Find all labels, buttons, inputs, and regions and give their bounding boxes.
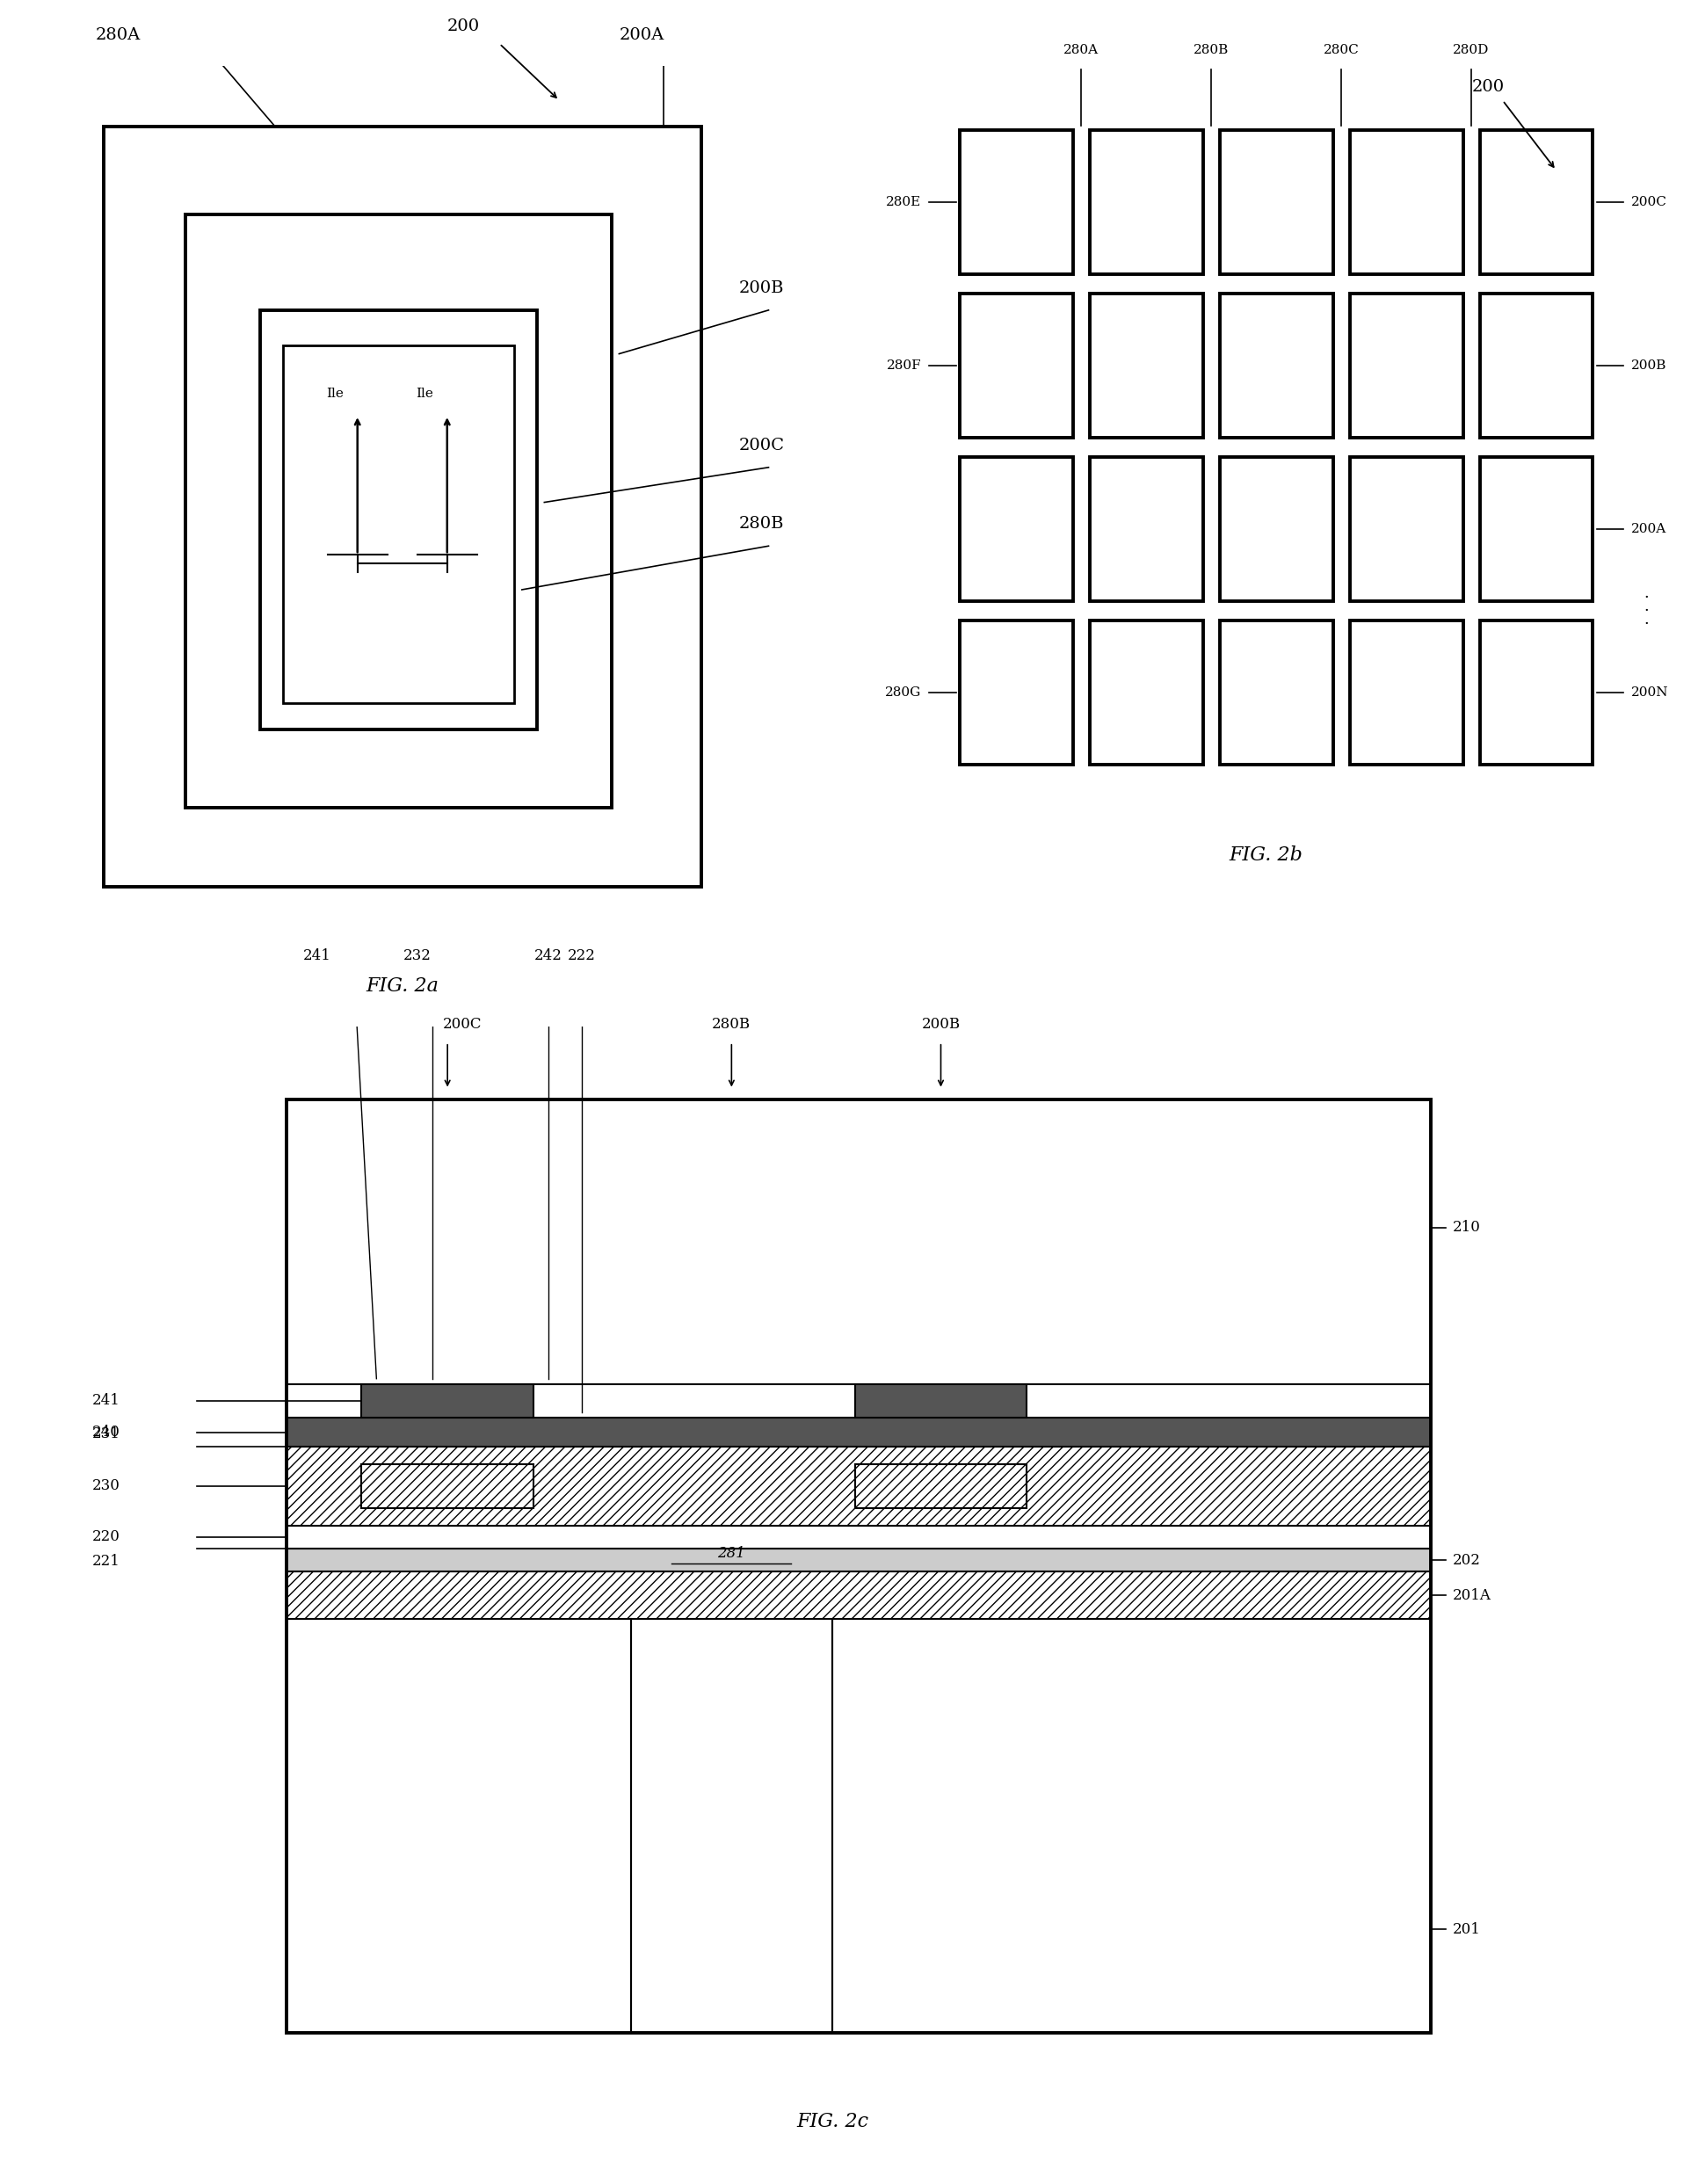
- Bar: [287, 1101, 1430, 1385]
- Bar: [282, 345, 514, 703]
- Text: FIG. 2c: FIG. 2c: [796, 2112, 868, 2132]
- Text: 240: 240: [92, 1424, 121, 1439]
- Bar: [959, 456, 1073, 601]
- Text: 241: 241: [92, 1393, 121, 1409]
- Text: 280A: 280A: [1063, 44, 1099, 57]
- Text: 200N: 200N: [1630, 686, 1667, 699]
- Bar: [1219, 293, 1333, 437]
- Bar: [1348, 131, 1462, 275]
- Text: 210: 210: [1452, 1221, 1481, 1236]
- Text: Ile: Ile: [326, 389, 343, 400]
- Bar: [1090, 620, 1202, 764]
- Bar: [287, 1618, 630, 2033]
- Bar: [1348, 456, 1462, 601]
- Bar: [1479, 131, 1593, 275]
- Text: 200: 200: [447, 17, 479, 35]
- Bar: [854, 1385, 1026, 1417]
- Text: 200B: 200B: [739, 280, 783, 297]
- Text: 220: 220: [92, 1529, 121, 1544]
- Text: 230: 230: [92, 1479, 121, 1494]
- Bar: [260, 310, 537, 729]
- Bar: [959, 620, 1073, 764]
- Text: 280A: 280A: [95, 26, 141, 44]
- Text: 200B: 200B: [920, 1018, 959, 1031]
- Text: 200C: 200C: [443, 1018, 482, 1031]
- Text: 241: 241: [302, 948, 331, 963]
- Bar: [1479, 620, 1593, 764]
- Text: 202: 202: [1452, 1553, 1481, 1568]
- Bar: [287, 1417, 1430, 1446]
- Text: 200A: 200A: [618, 26, 664, 44]
- Bar: [362, 1465, 533, 1507]
- Bar: [185, 214, 611, 808]
- Text: 280D: 280D: [1452, 44, 1489, 57]
- Bar: [1219, 131, 1333, 275]
- Bar: [287, 1572, 1430, 1618]
- Bar: [104, 127, 701, 887]
- Text: ·
·
·: · · ·: [1644, 590, 1649, 631]
- Bar: [959, 293, 1073, 437]
- Text: 280B: 280B: [1194, 44, 1228, 57]
- Text: 200A: 200A: [1630, 522, 1666, 535]
- Text: FIG. 2b: FIG. 2b: [1228, 845, 1302, 865]
- Bar: [1090, 131, 1202, 275]
- Bar: [1219, 456, 1333, 601]
- Text: Ile: Ile: [416, 389, 433, 400]
- Text: 280C: 280C: [1323, 44, 1358, 57]
- Text: 231: 231: [92, 1426, 121, 1441]
- Text: 200C: 200C: [739, 437, 784, 454]
- Bar: [287, 1446, 1430, 1524]
- Text: 280G: 280G: [885, 686, 922, 699]
- Text: 222: 222: [567, 948, 596, 963]
- Text: FIG. 2a: FIG. 2a: [365, 976, 438, 996]
- Bar: [287, 1524, 1430, 1548]
- Bar: [959, 131, 1073, 275]
- Text: 281: 281: [717, 1546, 745, 1562]
- Text: 242: 242: [535, 948, 562, 963]
- Bar: [362, 1385, 533, 1417]
- Bar: [832, 1618, 1430, 2033]
- Bar: [1090, 293, 1202, 437]
- Bar: [287, 1101, 1430, 2033]
- Text: 232: 232: [404, 948, 431, 963]
- Bar: [287, 1548, 1430, 1572]
- Bar: [1348, 293, 1462, 437]
- Text: 201: 201: [1452, 1922, 1481, 1937]
- Text: 280F: 280F: [886, 360, 922, 371]
- Text: 221: 221: [92, 1553, 121, 1568]
- Bar: [1348, 620, 1462, 764]
- Bar: [1219, 620, 1333, 764]
- Bar: [1090, 456, 1202, 601]
- Bar: [1479, 456, 1593, 601]
- Text: 280B: 280B: [739, 515, 783, 533]
- Text: 280B: 280B: [711, 1018, 751, 1031]
- Text: 200: 200: [1470, 79, 1504, 96]
- Text: 201A: 201A: [1452, 1588, 1491, 1603]
- Text: 200C: 200C: [1630, 197, 1666, 207]
- Bar: [1479, 293, 1593, 437]
- Text: 280E: 280E: [886, 197, 922, 207]
- Text: 200B: 200B: [1630, 360, 1666, 371]
- Bar: [854, 1465, 1026, 1507]
